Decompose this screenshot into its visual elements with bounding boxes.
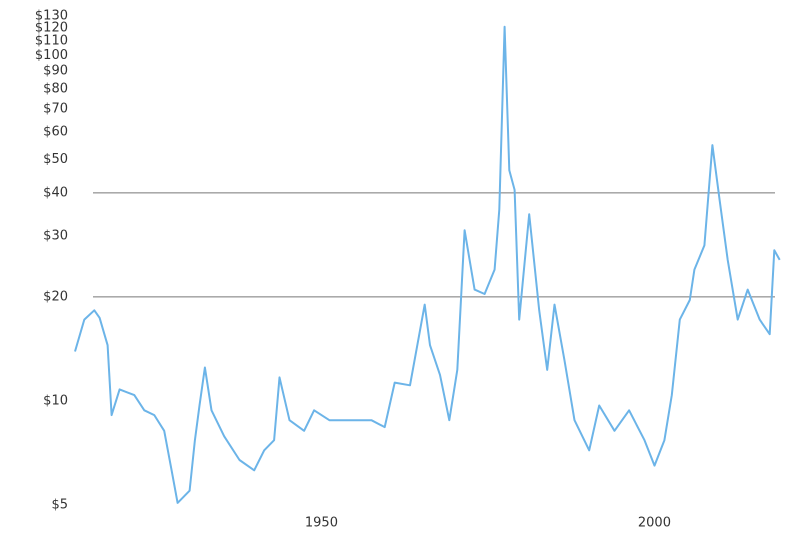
- y-tick-label: $30: [43, 229, 68, 244]
- y-tick-label: $50: [43, 152, 68, 167]
- y-tick-label: $120: [35, 21, 68, 36]
- y-tick-label: $60: [43, 125, 68, 140]
- y-tick-label: $110: [35, 34, 68, 49]
- y-tick-label: $80: [43, 81, 68, 96]
- x-tick-label: 1950: [305, 516, 338, 531]
- y-tick-label: $90: [43, 64, 68, 79]
- x-tick-label: 2000: [638, 516, 671, 531]
- y-tick-label: $100: [35, 48, 68, 63]
- y-tick-label: $20: [43, 289, 68, 304]
- y-tick-label: $40: [43, 185, 68, 200]
- y-tick-label: $10: [43, 393, 68, 408]
- price-line: [74, 25, 781, 504]
- y-tick-label: $130: [35, 9, 68, 24]
- y-tick-label: $5: [51, 498, 68, 513]
- y-tick-label: $70: [43, 101, 68, 116]
